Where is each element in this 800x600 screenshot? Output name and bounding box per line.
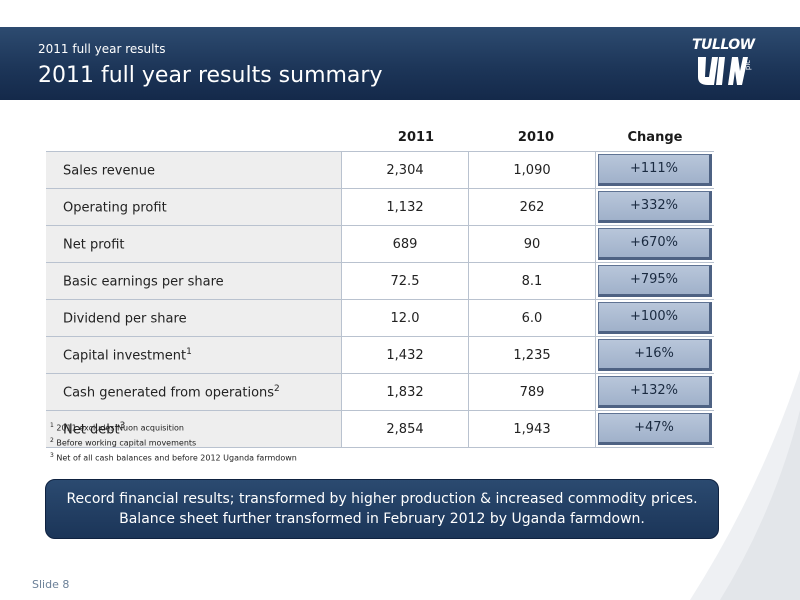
row-label: Cash generated from operations2 [46,373,342,411]
table-row: Dividend per share 12.0 6.0 +100% [46,299,714,337]
value-2010: 789 [468,373,596,411]
value-2010: 6.0 [468,299,596,337]
value-2010: 1,943 [468,410,596,448]
value-2011: 12.0 [341,299,469,337]
change-value: +132% [598,376,712,408]
change-cell: +16% [595,336,714,374]
change-value: +111% [598,154,712,186]
slide-number: Slide 8 [32,578,70,591]
column-header-2010: 2010 [517,130,555,145]
row-label: Basic earnings per share [46,262,342,300]
change-value: +100% [598,302,712,334]
value-2011: 1,432 [341,336,469,374]
change-cell: +132% [595,373,714,411]
row-footnote-mark: 3 [119,420,126,431]
table-row: Operating profit 1,132 262 +332% [46,188,714,226]
footnote-2: 2 Before working capital movements [50,437,197,448]
value-2010: 90 [468,225,596,263]
company-logo: TULLOW plc [688,37,755,89]
column-header-change: Change [627,130,683,145]
value-2011: 1,832 [341,373,469,411]
row-footnote-mark: 2 [274,383,280,394]
table-row: Net profit 689 90 +670% [46,225,714,263]
logo-text: TULLOW [692,37,755,53]
table-row: Sales revenue 2,304 1,090 +111% [46,151,714,189]
change-value: +670% [598,228,712,260]
value-2010: 262 [468,188,596,226]
logo-suffix: plc [744,59,753,71]
table-row: Net debt3 2,854 1,943 +47% [46,410,714,448]
value-2011: 689 [341,225,469,263]
row-label: Dividend per share [46,299,342,337]
results-table: Sales revenue 2,304 1,090 +111% Operating pr… [46,151,714,448]
value-2011: 2,854 [341,410,469,448]
footnote-3: 3 Net of all cash balances and before 20… [50,452,297,463]
value-2011: 72.5 [341,262,469,300]
value-2010: 8.1 [468,262,596,300]
row-label: Sales revenue [46,151,342,189]
change-value: +332% [598,191,712,223]
row-label: Net profit [46,225,342,263]
row-label: Operating profit [46,188,342,226]
change-value: +795% [598,265,712,297]
row-label: Capital investment1 [46,336,342,374]
change-cell: +100% [595,299,714,337]
table-row: Cash generated from operations2 1,832 789 +… [46,373,714,411]
change-cell: +332% [595,188,714,226]
slide-title: 2011 full year results summary [38,63,383,88]
decorative-swoosh [690,370,800,600]
row-footnote-mark: 1 [186,346,192,357]
logo-mark-icon [698,57,748,85]
value-2010: 1,235 [468,336,596,374]
row-label: Net debt3 [46,410,342,448]
change-value: +47% [598,413,712,445]
table-row: Basic earnings per share 72.5 8.1 +795% [46,262,714,300]
change-cell: +795% [595,262,714,300]
value-2011: 1,132 [341,188,469,226]
column-header-2011: 2011 [397,130,435,145]
value-2010: 1,090 [468,151,596,189]
table-row: Capital investment1 1,432 1,235 +16% [46,336,714,374]
header-bar: 2011 full year results 2011 full year re… [0,27,800,100]
change-cell: +111% [595,151,714,189]
banner-line-1: Record financial results; transformed by… [66,491,698,507]
slide-subtitle: 2011 full year results [38,42,166,56]
banner-line-2: Balance sheet further transformed in Feb… [119,511,645,527]
footnote-1: 1 2011 excludes Nuon acquisition [50,422,185,433]
change-cell: +47% [595,410,714,448]
change-cell: +670% [595,225,714,263]
summary-banner: Record financial results; transformed by… [45,479,719,539]
value-2011: 2,304 [341,151,469,189]
change-value: +16% [598,339,712,371]
